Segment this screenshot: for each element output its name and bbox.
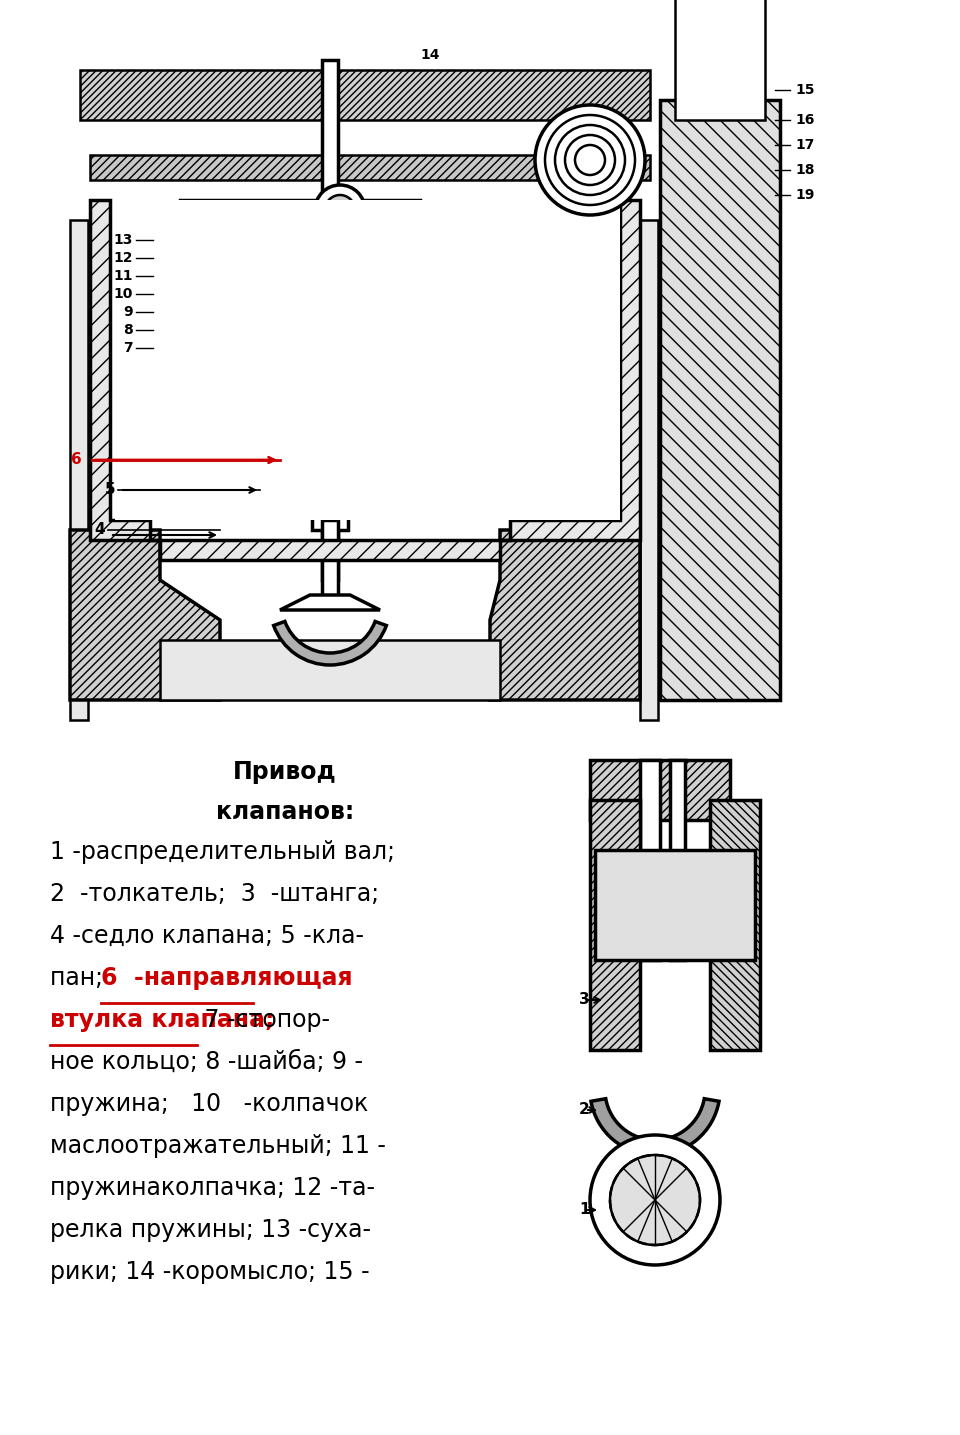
Text: пан;: пан; [50,966,118,990]
Text: 8: 8 [123,323,133,337]
Bar [590,761,730,819]
Bar [292,281,368,293]
Circle shape [315,185,365,235]
Text: 2  -толкатель;  3  -штанга;: 2 -толкатель; 3 -штанга; [50,883,379,905]
Text: Привод: Привод [233,761,337,784]
Text: 16: 16 [795,113,814,128]
Bar [305,232,355,243]
Polygon shape [160,640,500,700]
Bar [80,70,650,121]
Text: 2: 2 [579,1102,590,1118]
Text: 4: 4 [94,522,105,538]
Bar [90,155,650,179]
Bar [595,850,755,960]
Polygon shape [90,199,640,560]
Bar [305,377,355,387]
Bar [292,306,368,317]
Text: клапанов:: клапанов: [216,799,354,824]
Text: 10: 10 [113,287,133,301]
Text: 7: 7 [124,342,133,354]
Bar [295,228,365,240]
Polygon shape [660,100,780,700]
Circle shape [590,1135,720,1266]
Bar [675,0,765,121]
Bar [305,306,355,314]
Bar [292,353,368,366]
Text: 14: 14 [420,47,440,62]
Circle shape [535,105,645,215]
Wedge shape [274,621,386,664]
Text: 7 -стопор-: 7 -стопор- [197,1007,330,1032]
Text: 17: 17 [795,138,814,152]
Text: 1 -распределительный вал;: 1 -распределительный вал; [50,839,395,864]
Polygon shape [180,199,420,220]
Bar [322,60,338,580]
Text: 6  -направляющая: 6 -направляющая [101,966,352,990]
Bar [292,257,368,268]
Circle shape [325,195,355,225]
Bar [305,281,355,290]
Text: втулка клапана;: втулка клапана; [50,1007,275,1032]
Bar [305,353,355,363]
Wedge shape [591,1099,719,1155]
Text: 11: 11 [113,268,133,283]
Polygon shape [490,530,640,700]
Bar [640,220,658,720]
Text: 18: 18 [795,164,814,177]
Bar [292,232,368,244]
Bar [115,199,620,519]
Text: 5: 5 [105,482,115,498]
Bar [695,50,720,80]
Bar [322,519,338,600]
Bar [70,220,88,720]
Text: 9: 9 [124,306,133,319]
Text: 3: 3 [580,993,590,1007]
Bar [590,799,640,1050]
Text: 19: 19 [795,188,814,202]
Text: 1: 1 [580,1203,590,1217]
Text: пружинаколпачка; 12 -та-: пружинаколпачка; 12 -та- [50,1177,375,1200]
Text: 15: 15 [795,83,814,98]
Text: 12: 12 [113,251,133,265]
Bar [640,761,660,960]
Bar [312,390,348,530]
Bar [292,390,368,405]
Circle shape [610,1155,700,1246]
Text: релка пружины; 13 -суха-: релка пружины; 13 -суха- [50,1218,371,1243]
Text: пружина;   10   -колпачок: пружина; 10 -колпачок [50,1092,369,1116]
Bar [292,329,368,342]
Text: 4 -седло клапана; 5 -кла-: 4 -седло клапана; 5 -кла- [50,924,364,949]
Text: ное кольцо; 8 -шайба; 9 -: ное кольцо; 8 -шайба; 9 - [50,1050,363,1073]
Bar [700,0,715,80]
Text: 13: 13 [113,232,133,247]
Text: маслоотражательный; 11 -: маслоотражательный; 11 - [50,1134,386,1158]
Text: рики; 14 -коромысло; 15 -: рики; 14 -коромысло; 15 - [50,1260,370,1284]
Text: 6: 6 [71,452,82,468]
Bar [305,329,355,339]
Bar [710,799,760,1050]
Polygon shape [70,530,220,700]
Polygon shape [280,596,380,610]
Bar [670,761,685,960]
Bar [292,377,368,390]
Bar [305,257,355,265]
